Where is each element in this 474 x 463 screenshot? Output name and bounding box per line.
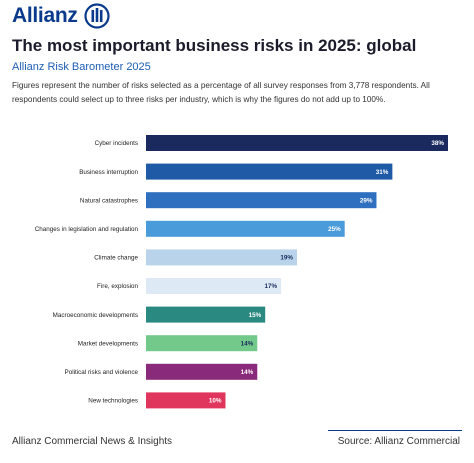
bar — [146, 392, 226, 409]
value-label: 29% — [360, 197, 373, 204]
footer-divider — [328, 430, 462, 431]
brand-name: Allianz — [12, 4, 78, 27]
value-label: 15% — [249, 312, 262, 319]
bar — [146, 163, 393, 180]
category-label: Political risks and violence — [65, 369, 139, 376]
bar — [146, 278, 282, 294]
chart-description: Figures represent the number of risks se… — [12, 81, 430, 104]
bar — [146, 135, 448, 151]
category-label: Cyber incidents — [95, 140, 138, 147]
bar — [146, 363, 258, 380]
value-label: 10% — [209, 398, 222, 405]
category-label: New technologies — [88, 398, 138, 405]
page-subtitle: Allianz Risk Barometer 2025 — [12, 61, 151, 73]
footer-source-left: Allianz Commercial News & Insights — [12, 436, 173, 447]
category-label: Natural catastrophes — [80, 197, 138, 204]
footer-source-right: Source: Allianz Commercial — [337, 436, 460, 447]
page-title: The most important business risks in 202… — [12, 36, 417, 55]
value-label: 38% — [431, 140, 444, 147]
bar — [146, 192, 377, 209]
category-label: Fire, explosion — [97, 283, 138, 290]
bar — [146, 306, 266, 323]
bar — [146, 335, 258, 352]
allianz-eagle-icon — [83, 3, 110, 29]
value-label: 31% — [376, 169, 389, 176]
category-label: Changes in legislation and regulation — [35, 226, 139, 233]
category-label: Market developments — [78, 340, 138, 347]
brand-logo: Allianz — [12, 3, 110, 29]
category-label: Macroeconomic developments — [53, 312, 138, 319]
bar — [146, 220, 345, 237]
value-label: 14% — [241, 340, 254, 347]
bar — [146, 249, 297, 266]
bar-chart: Cyber incidents 38% Business interruption 3… — [35, 135, 448, 409]
category-label: Business interruption — [79, 169, 138, 176]
value-label: 17% — [264, 283, 277, 290]
value-label: 19% — [280, 255, 293, 262]
value-label: 14% — [241, 369, 254, 376]
category-label: Climate change — [94, 255, 138, 262]
value-label: 25% — [328, 226, 341, 233]
